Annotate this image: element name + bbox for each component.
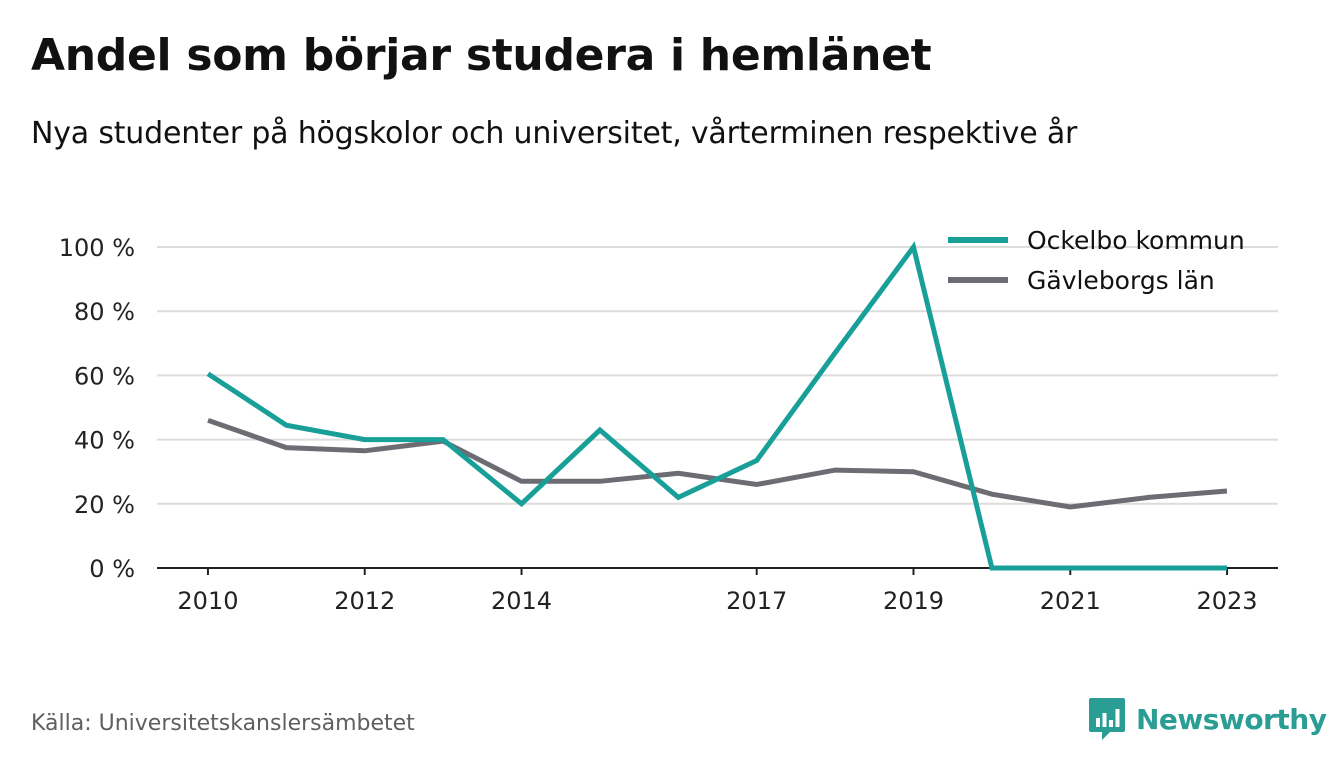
chart-title: Andel som börjar studera i hemlänet [31,30,932,81]
x-tick-label: 2017 [726,587,787,615]
legend-label: Ockelbo kommun [1027,226,1245,255]
series-line-gavleborgs-lan [207,417,1228,510]
x-tick-label: 2021 [1040,587,1101,615]
y-tick-label: 0 % [89,555,135,583]
legend: Ockelbo kommun Gävleborgs län [948,226,1245,295]
chart-subtitle: Nya studenter på högskolor och universit… [31,116,1078,151]
x-tick-label: 2014 [491,587,552,615]
x-tick-label: 2019 [883,587,944,615]
y-tick-label: 80 % [74,298,135,326]
y-tick-label: 40 % [74,427,135,455]
y-tick-label: 20 % [74,491,135,519]
gridlines [157,246,1278,505]
legend-label: Gävleborgs län [1027,266,1215,295]
series-line-ockelbo-kommun [206,241,1227,571]
x-tick-label: 2023 [1197,587,1258,615]
brand-name: Newsworthy [1136,702,1327,736]
series-lines [206,241,1228,571]
x-tick-label: 2012 [334,587,395,615]
y-axis-ticks: 0 % 20 % 40 % 60 % 80 % 100 % [59,234,135,583]
line-chart: 0 %20 %40 %60 %80 %100 % 2010 2012 2014 201… [59,226,1278,615]
newsworthy-logo-icon [1089,698,1125,740]
x-tick-label: 2010 [177,587,238,615]
newsworthy-brand[interactable]: Newsworthy [1088,696,1327,742]
y-tick-label: 60 % [74,362,135,390]
source-note: Källa: Universitetskanslersämbetet [31,711,415,736]
x-axis-ticks: 2010 2012 2014 2017 2019 2021 2023 [177,568,1258,615]
y-tick-label: 100 % [59,234,135,262]
